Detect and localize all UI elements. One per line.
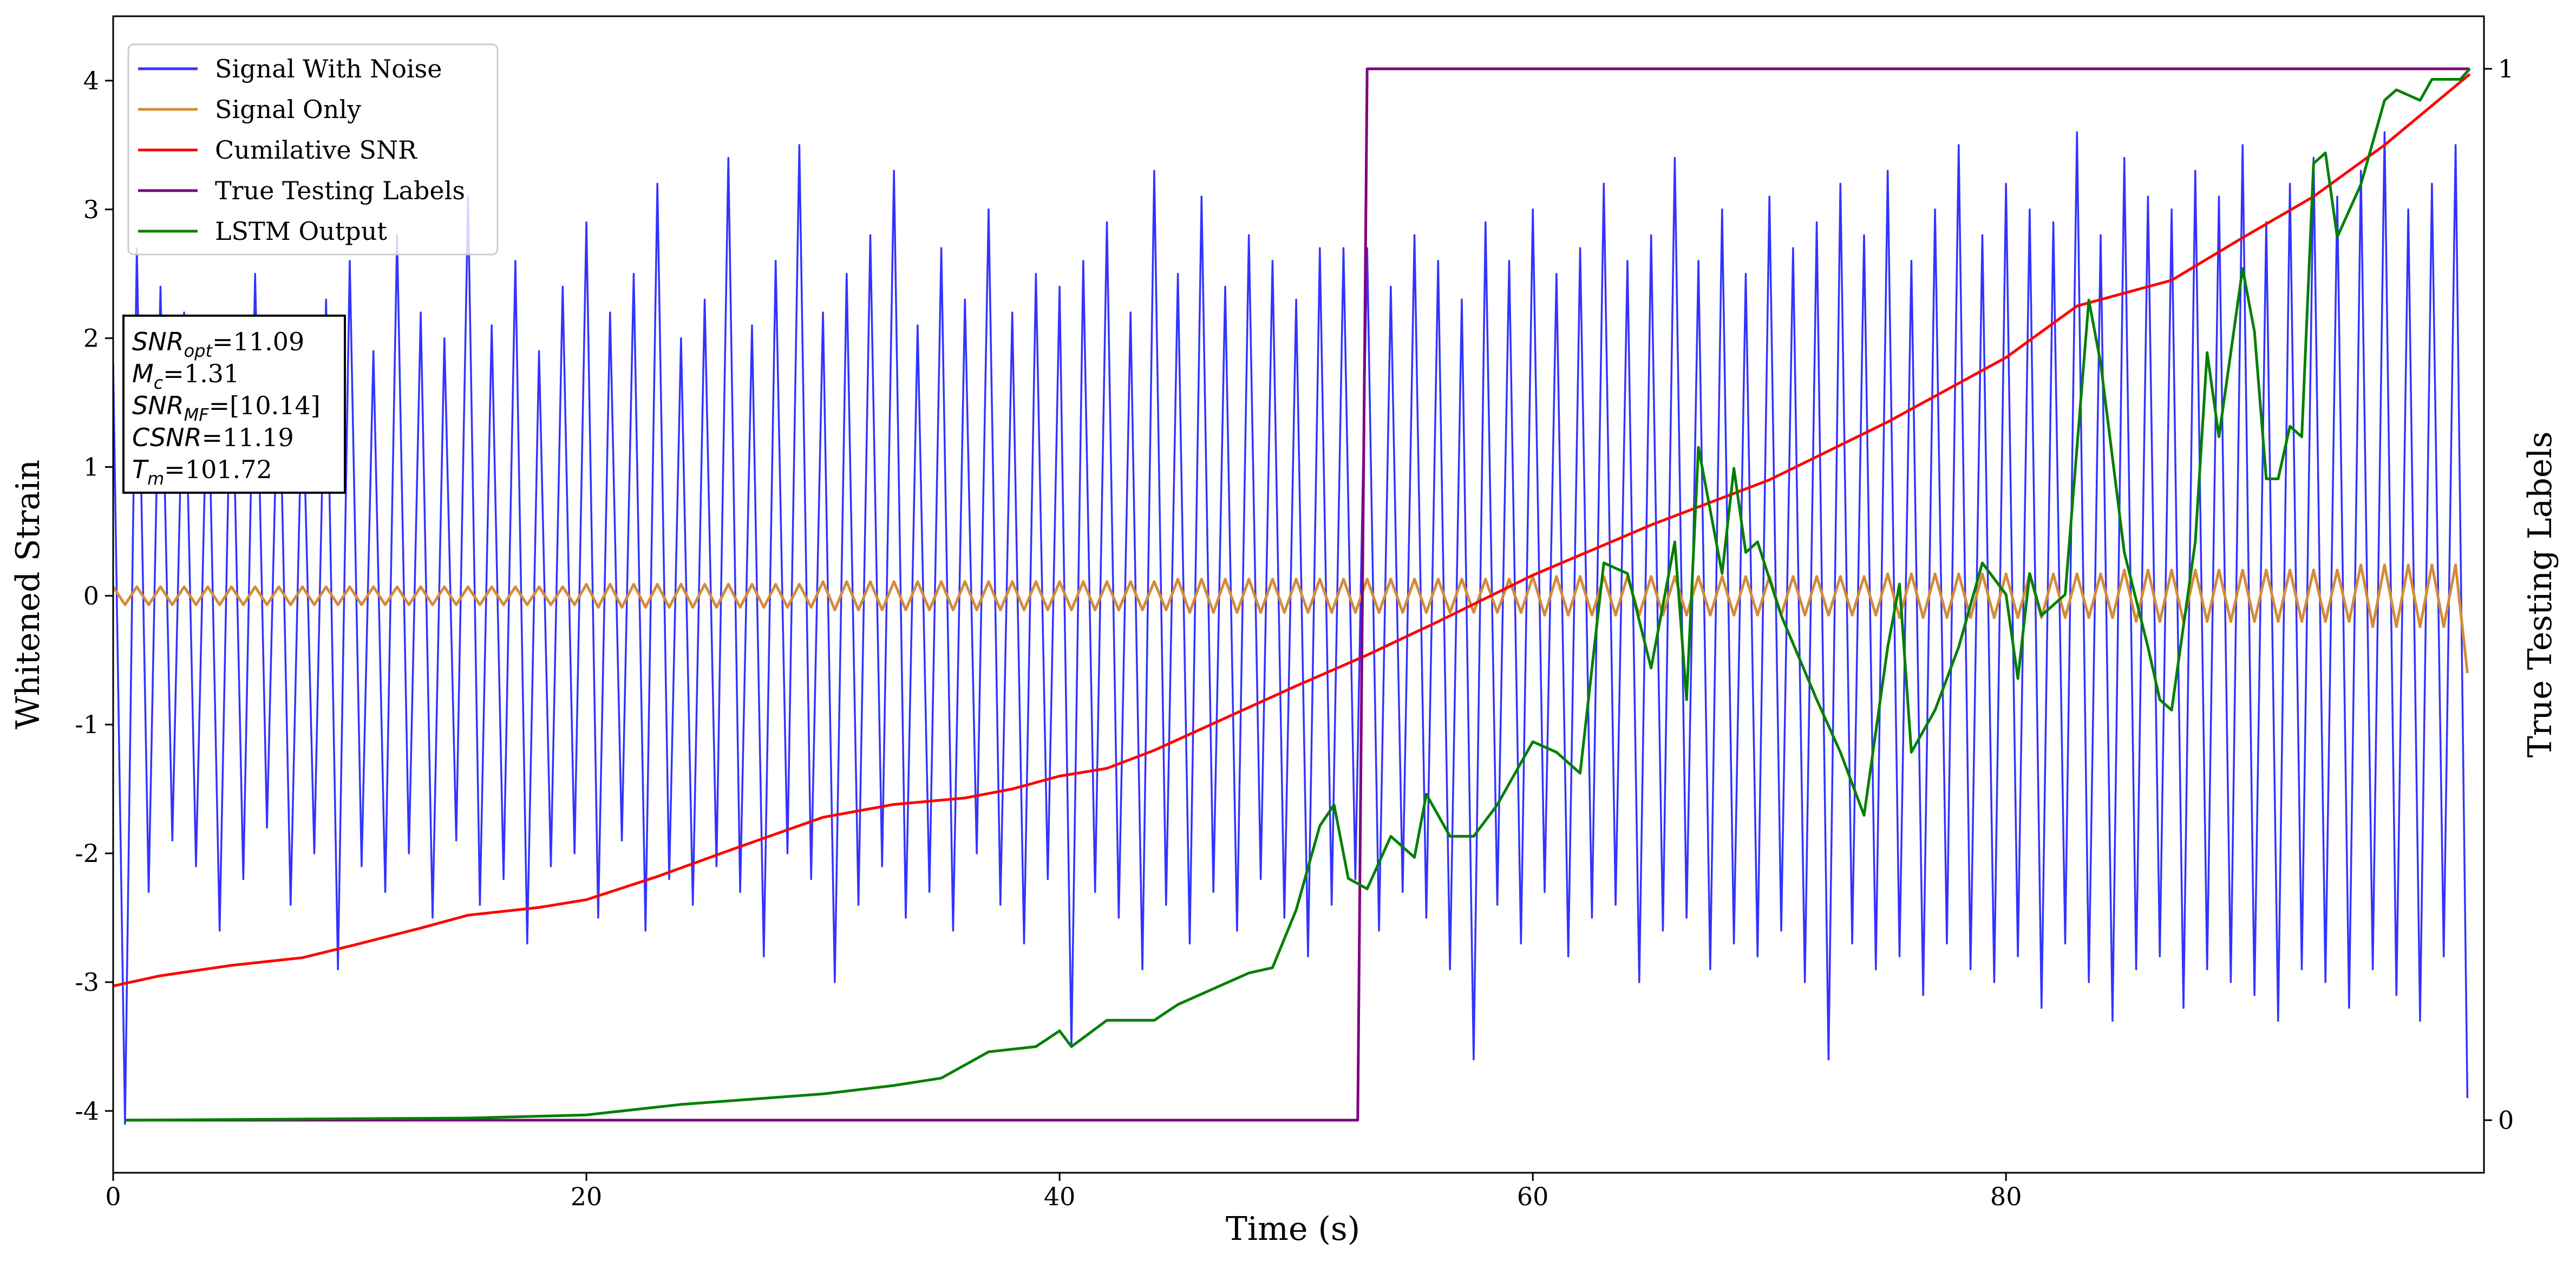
legend-label: Signal With Noise [215, 54, 442, 83]
annotation-text: =11.09 [212, 327, 304, 356]
annotation-text: =101.72 [164, 455, 272, 484]
y-tick-label: 2 [83, 324, 99, 353]
annotation-line: CSNR=11.19 [132, 423, 294, 452]
y2-axis-label: True Testing Labels [2521, 432, 2559, 758]
x-tick-label: 60 [1517, 1182, 1549, 1211]
y-tick-label: -1 [75, 710, 99, 739]
x-tick-label: 20 [571, 1182, 603, 1211]
plot-area [113, 67, 2471, 1125]
plot-frame [112, 15, 2485, 1174]
annotation-symbol: CSNR [132, 423, 202, 452]
x-tick-label: 80 [1990, 1182, 2022, 1211]
x-tick-label: 0 [105, 1182, 121, 1211]
annotation-line: Mc=1.31 [132, 359, 239, 393]
y-axis-label: Whitened Strain [9, 460, 47, 729]
y-tick-label: -2 [75, 839, 99, 868]
y-tick-label: 4 [83, 66, 99, 95]
y-tick-label: 1 [83, 453, 99, 482]
annotation-sub: m [147, 468, 164, 489]
y-tick-label: 0 [83, 581, 99, 610]
annotation-sub: c [154, 373, 164, 393]
legend-label: True Testing Labels [215, 176, 465, 205]
annotation-sub: opt [184, 341, 213, 361]
legend-box [127, 43, 499, 256]
annotation-text: =1.31 [163, 359, 239, 388]
annotation-box [122, 315, 346, 494]
series-line [113, 131, 2469, 1125]
annotation-sub: MF [184, 404, 210, 425]
series-line [113, 73, 2471, 988]
legend-label: Cumilative SNR [215, 135, 417, 165]
annotation-text: =[10.14] [209, 391, 321, 420]
y2-tick-label: 1 [2498, 54, 2514, 83]
annotation-symbol: SNR [132, 327, 184, 356]
y-tick-label: -3 [75, 968, 99, 997]
y-tick-label: -4 [75, 1096, 99, 1126]
x-axis-label: Time (s) [1226, 1210, 1360, 1248]
annotation-symbol: T [132, 455, 149, 484]
legend-label: Signal Only [215, 95, 361, 124]
legend-label: LSTM Output [215, 217, 387, 246]
y-tick-label: 3 [83, 195, 99, 224]
annotation-symbol: M [132, 359, 154, 388]
annotation-symbol: SNR [132, 391, 184, 420]
x-tick-label: 40 [1044, 1182, 1076, 1211]
annotation-line: SNRMF=[10.14] [132, 391, 321, 425]
y2-tick-label: 0 [2498, 1106, 2514, 1135]
annotation-text: =11.19 [202, 423, 294, 452]
annotation-line: Tm=101.72 [132, 455, 272, 489]
series-line [125, 68, 2471, 1122]
annotation-line: SNRopt=11.09 [132, 327, 304, 361]
series-line [125, 67, 2470, 1122]
series-line [113, 563, 2469, 674]
